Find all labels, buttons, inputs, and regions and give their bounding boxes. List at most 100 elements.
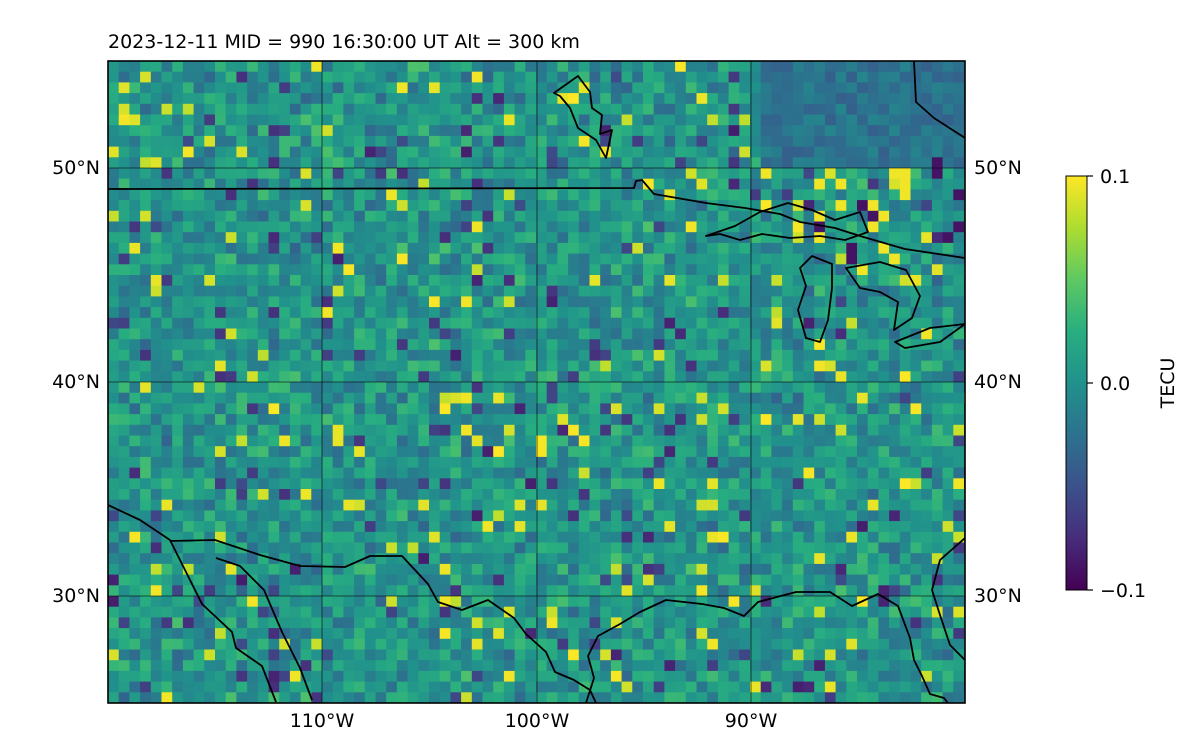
tec-cell	[322, 242, 334, 255]
tec-cell	[653, 606, 665, 618]
tec-cell	[643, 574, 655, 586]
tec-cell	[450, 200, 462, 212]
tec-cell	[782, 307, 794, 319]
tec-cell	[653, 178, 665, 190]
tec-cell	[942, 435, 954, 447]
tec-cell	[343, 189, 355, 201]
tec-cell	[846, 392, 858, 404]
tec-cell	[857, 168, 869, 180]
tec-cell	[182, 617, 195, 629]
tec-cell	[835, 403, 847, 415]
tec-cell	[739, 339, 751, 351]
tec-cell	[750, 670, 762, 683]
tec-cell	[418, 617, 430, 629]
tec-cell	[867, 692, 879, 703]
tec-cell	[247, 221, 259, 233]
tec-cell	[557, 521, 569, 533]
tec-cell	[418, 403, 430, 415]
tec-cell	[343, 681, 355, 693]
tec-cell	[289, 168, 302, 180]
tec-cell	[439, 82, 451, 94]
tec-cell	[942, 638, 954, 651]
tec-cell	[707, 146, 719, 158]
tec-cell	[921, 435, 933, 447]
tec-cell	[247, 125, 259, 137]
tec-cell	[610, 178, 623, 190]
tec-cell	[953, 670, 965, 683]
tec-cell	[407, 210, 419, 223]
tec-cell	[332, 456, 344, 469]
tec-cell	[140, 296, 152, 308]
tec-cell	[889, 424, 901, 437]
tec-cell	[493, 606, 505, 618]
tec-cell	[332, 617, 344, 629]
tec-cell	[386, 349, 398, 362]
tec-cell	[503, 93, 516, 105]
tec-cell	[525, 424, 537, 437]
tec-cell	[589, 275, 601, 287]
tec-cell	[140, 692, 152, 703]
tec-cell	[311, 467, 323, 479]
tec-cell	[675, 424, 687, 437]
tec-cell	[461, 638, 473, 651]
tec-cell	[129, 275, 141, 287]
tec-cell	[461, 71, 473, 83]
tec-cell	[140, 82, 152, 94]
tec-cell	[717, 435, 730, 447]
tec-cell	[525, 574, 537, 586]
tec-cell	[728, 574, 740, 586]
tec-cell	[311, 392, 323, 404]
tec-cell	[118, 467, 130, 479]
lat-label-30-right: 30°N	[974, 585, 1022, 607]
tec-cell	[760, 435, 772, 447]
tec-cell	[867, 328, 879, 340]
tec-cell	[814, 114, 826, 126]
tec-cell	[546, 71, 558, 83]
tec-cell	[418, 628, 430, 640]
tec-cell	[525, 435, 537, 447]
tec-cell	[857, 531, 869, 544]
tec-cell	[878, 317, 890, 330]
tec-cell	[525, 553, 537, 565]
tec-cell	[450, 467, 462, 479]
tec-cell	[942, 339, 954, 351]
tec-cell	[889, 446, 901, 458]
tec-cell	[750, 114, 762, 126]
tec-cell	[503, 307, 516, 319]
tec-cell	[225, 681, 237, 693]
tec-cell	[439, 275, 451, 287]
tec-cell	[257, 82, 270, 94]
tec-cell	[215, 221, 227, 233]
tec-cell	[204, 339, 216, 351]
tec-cell	[247, 692, 259, 703]
tec-cell	[857, 553, 869, 565]
tec-cell	[600, 585, 612, 597]
tec-cell	[932, 703, 943, 714]
tec-cell	[108, 660, 120, 672]
tec-cell	[889, 146, 901, 158]
tec-cell	[685, 574, 698, 586]
tec-cell	[910, 521, 922, 533]
tec-cell	[536, 414, 548, 426]
tec-cell	[150, 275, 163, 287]
tec-cell	[899, 542, 912, 554]
tec-cell	[289, 424, 302, 437]
tec-cell	[396, 264, 409, 276]
tec-cell	[268, 82, 280, 94]
tec-cell	[429, 414, 441, 426]
tec-cell	[685, 617, 698, 629]
tec-cell	[215, 103, 227, 116]
tec-cell	[921, 403, 933, 415]
tec-cell	[439, 563, 451, 576]
tec-cell	[835, 200, 847, 212]
tec-cell	[172, 146, 184, 158]
tec-cell	[824, 317, 837, 330]
tec-cell	[921, 285, 933, 297]
tec-cell	[471, 82, 484, 94]
tec-cell	[568, 157, 580, 169]
tec-cell	[150, 328, 163, 340]
tec-cell	[140, 125, 152, 137]
tec-cell	[739, 510, 751, 522]
tec-cell	[760, 157, 772, 169]
tec-cell	[461, 317, 473, 330]
